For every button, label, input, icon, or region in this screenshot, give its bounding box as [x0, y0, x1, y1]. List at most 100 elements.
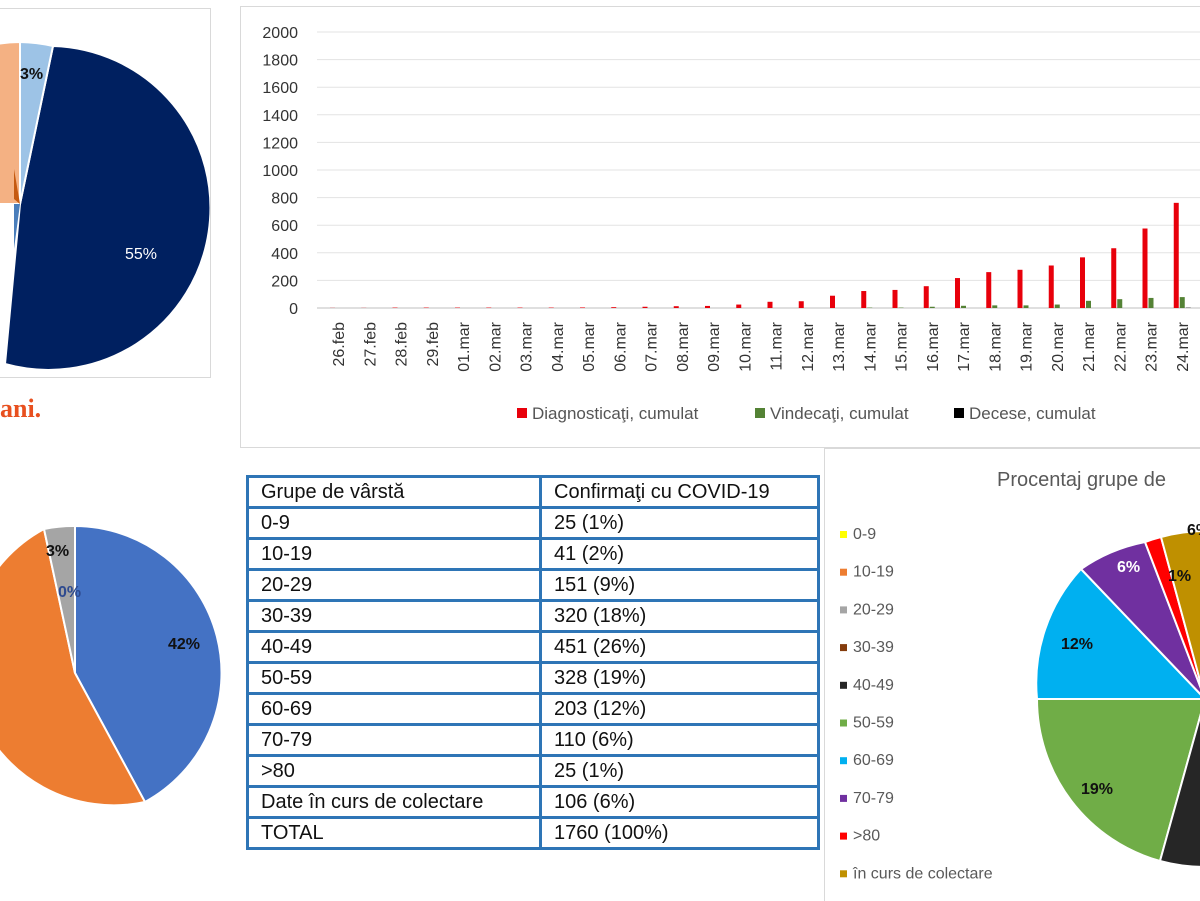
table-cell-count: 106 (6%): [541, 787, 819, 818]
x-tick-label: 21.mar: [1081, 321, 1098, 371]
bar-0-13.mar: [830, 296, 835, 308]
table-cell-count: 41 (2%): [541, 539, 819, 570]
y-tick-label: 1600: [262, 80, 298, 97]
table-cell-age: 60-69: [248, 694, 541, 725]
bar-0-22.mar: [1111, 248, 1116, 308]
age-group-table-wrapper: Grupe de vârstă Confirmaţi cu COVID-19 0…: [246, 475, 820, 850]
x-tick-label: 20.mar: [1050, 321, 1067, 371]
bar-0-12.mar: [799, 301, 804, 308]
table-cell-age: 20-29: [248, 570, 541, 601]
x-tick-label: 01.mar: [456, 321, 473, 371]
legend-label: Decese, cumulat: [969, 404, 1096, 423]
pie-label-42pct: 42%: [168, 636, 200, 653]
pie-label-6pct-purple: 6%: [1117, 559, 1140, 576]
x-tick-label: 26.feb: [331, 322, 348, 367]
x-tick-label: 12.mar: [800, 321, 817, 371]
legend-swatch: [840, 644, 847, 651]
pie-label-12pct: 12%: [1061, 636, 1093, 653]
age-group-table: Grupe de vârstă Confirmaţi cu COVID-19 0…: [246, 475, 820, 850]
pie-label-55pct: 55%: [125, 246, 157, 263]
legend-swatch: [517, 408, 527, 418]
x-tick-label: 11.mar: [769, 321, 786, 370]
table-cell-count: 203 (12%): [541, 694, 819, 725]
table-cell-count: 151 (9%): [541, 570, 819, 601]
pie-slice-peach: [0, 42, 20, 204]
bottom-left-pie-chart: 42% 3% 0%: [0, 466, 232, 900]
table-cell-age: TOTAL: [248, 818, 541, 849]
bar-1-20.mar: [1055, 305, 1060, 308]
legend-label: 50-59: [853, 715, 894, 732]
pie-label-19pct: 19%: [1081, 781, 1113, 798]
y-tick-label: 1400: [262, 108, 298, 125]
x-tick-label: 14.mar: [862, 321, 879, 371]
top-left-caption: ani.: [0, 394, 41, 424]
bar-1-19.mar: [1024, 305, 1029, 308]
pie-label-6pct-gold: 6%: [1187, 522, 1200, 539]
x-tick-label: 22.mar: [1112, 321, 1129, 371]
table-cell-age: Date în curs de colectare: [248, 787, 541, 818]
bar-0-19.mar: [1018, 270, 1023, 308]
bar-0-16.mar: [924, 286, 929, 308]
y-tick-label: 1800: [262, 53, 298, 70]
top-left-pie-chart: 3% 55%: [0, 9, 210, 377]
table-header-age-group: Grupe de vârstă: [248, 477, 541, 508]
legend-label: 0-9: [853, 526, 876, 543]
table-cell-count: 110 (6%): [541, 725, 819, 756]
bar-0-24.mar: [1174, 203, 1179, 308]
bar-0-07.mar: [643, 307, 648, 308]
x-tick-label: 28.feb: [394, 322, 411, 367]
legend-label: >80: [853, 828, 880, 845]
bar-0-20.mar: [1049, 265, 1054, 308]
bar-1-24.mar: [1180, 297, 1185, 308]
x-tick-label: 15.mar: [894, 321, 911, 371]
pie-label-1pct: 1%: [1168, 568, 1191, 585]
table-cell-count: 25 (1%): [541, 756, 819, 787]
x-tick-label: 07.mar: [644, 321, 661, 371]
bar-0-10.mar: [736, 305, 741, 308]
y-tick-label: 600: [271, 218, 298, 235]
table-cell-age: 0-9: [248, 508, 541, 539]
table-cell-age: 70-79: [248, 725, 541, 756]
bar-0-23.mar: [1143, 229, 1148, 308]
x-tick-label: 18.mar: [987, 321, 1004, 371]
bar-0-15.mar: [893, 290, 898, 308]
legend-label: 30-39: [853, 639, 894, 656]
x-tick-label: 03.mar: [519, 321, 536, 371]
legend-swatch: [840, 833, 847, 840]
top-left-pie-panel: 3% 55%: [0, 8, 211, 378]
x-tick-label: 23.mar: [1144, 321, 1161, 371]
table-cell-age: 10-19: [248, 539, 541, 570]
pie-chart-title: Procentaj grupe de: [997, 469, 1166, 491]
legend-label: Diagnosticaţi, cumulat: [532, 404, 699, 423]
pie-label-3pct: 3%: [20, 66, 43, 83]
bar-0-06.mar: [611, 307, 616, 308]
x-tick-label: 27.feb: [362, 322, 379, 367]
x-tick-label: 29.feb: [425, 322, 442, 367]
table-cell-age: 40-49: [248, 632, 541, 663]
table-cell-count: 320 (18%): [541, 601, 819, 632]
x-tick-label: 24.mar: [1175, 321, 1192, 371]
legend-swatch: [755, 408, 765, 418]
legend-swatch: [840, 531, 847, 538]
x-tick-label: 06.mar: [612, 321, 629, 371]
bar-0-11.mar: [768, 302, 773, 308]
age-percentage-pie-chart: Procentaj grupe de 0-910-1920-2930-3940-…: [825, 449, 1200, 901]
legend-label: în curs de colectare: [852, 865, 993, 882]
bar-1-22.mar: [1117, 299, 1122, 308]
x-tick-label: 09.mar: [706, 321, 723, 371]
bar-1-21.mar: [1086, 301, 1091, 308]
x-tick-label: 02.mar: [487, 321, 504, 371]
bar-0-08.mar: [674, 306, 679, 308]
x-tick-label: 13.mar: [831, 321, 848, 371]
y-tick-label: 200: [271, 273, 298, 290]
